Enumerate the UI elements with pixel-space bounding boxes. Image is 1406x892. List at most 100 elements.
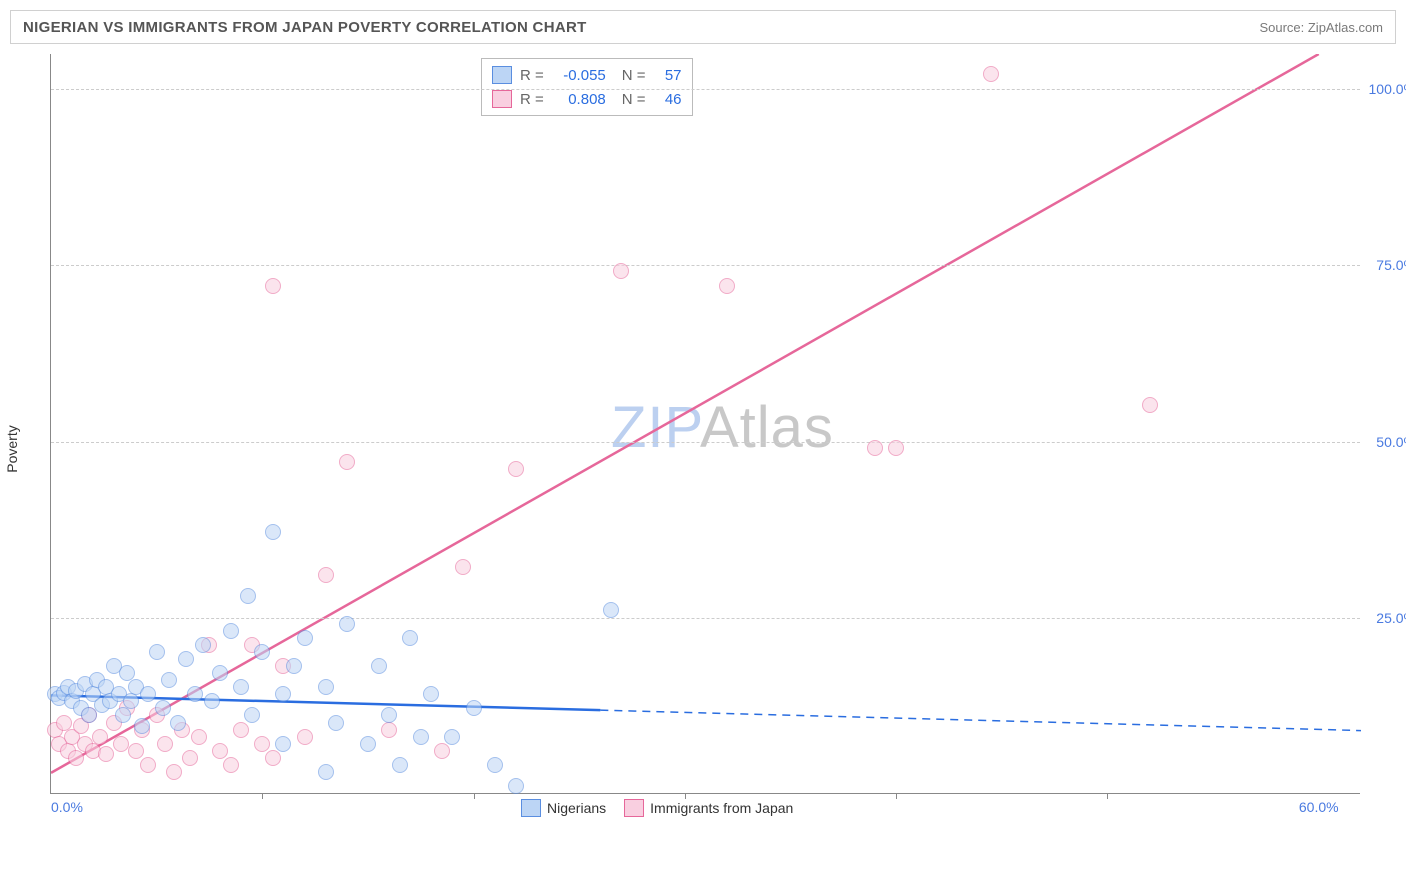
nigerians-point [275,686,291,702]
nigerians-point [318,679,334,695]
japan-point [182,750,198,766]
nigerians-point [328,715,344,731]
nigerians-point [187,686,203,702]
japan-point [434,743,450,759]
nigerians-point [233,679,249,695]
japan-point [888,440,904,456]
x-tick-label: 0.0% [51,799,83,815]
nigerians-point [423,686,439,702]
nigerians-point [466,700,482,716]
nigerians-point [212,665,228,681]
nigerians-point [413,729,429,745]
correlation-chart: Poverty ZIPAtlas R =-0.055N =57R = 0.808… [50,54,1396,844]
legend-N-value: 57 [654,67,682,84]
nigerians-point [240,588,256,604]
header-bar: NIGERIAN VS IMMIGRANTS FROM JAPAN POVERT… [10,10,1396,44]
nigerians-point [115,707,131,723]
legend-correlation-row: R = 0.808 N = 46 [492,87,682,111]
x-tick-mark [262,793,263,799]
nigerians-point [178,651,194,667]
y-axis-label: Poverty [4,425,20,472]
nigerians-point [297,630,313,646]
y-tick-label: 50.0% [1376,434,1406,450]
legend-swatch [492,66,512,84]
nigerians-point [286,658,302,674]
japan-point [140,757,156,773]
watermark-part2: Atlas [700,395,834,460]
nigerians-point [318,764,334,780]
nigerians-point [275,736,291,752]
japan-point [265,750,281,766]
legend-N-label: N = [622,91,646,108]
watermark-logo: ZIPAtlas [611,394,834,461]
legend-R-value: 0.808 [552,91,606,108]
gridline-h [51,618,1360,619]
x-tick-label: 60.0% [1299,799,1339,815]
nigerians-point [170,715,186,731]
nigerians-point [195,637,211,653]
nigerians-point [371,658,387,674]
japan-point [92,729,108,745]
nigerians-point [155,700,171,716]
nigerians-point [161,672,177,688]
nigerians-point [204,693,220,709]
japan-point [223,757,239,773]
japan-point [157,736,173,752]
gridline-h [51,89,1360,90]
japan-point [113,736,129,752]
nigerians-point [244,707,260,723]
legend-R-label: R = [520,91,544,108]
nigerians-trendline-dashed [600,710,1361,730]
plot-area: ZIPAtlas R =-0.055N =57R = 0.808N =46 Ni… [50,54,1360,794]
nigerians-point [444,729,460,745]
legend-correlation-box: R =-0.055N =57R = 0.808N =46 [481,58,693,116]
legend-N-label: N = [622,67,646,84]
legend-series-item: Nigerians [521,799,606,817]
japan-point [233,722,249,738]
legend-swatch [521,799,541,817]
nigerians-point [392,757,408,773]
japan-point [318,567,334,583]
watermark-part1: ZIP [611,395,700,460]
nigerians-point [603,602,619,618]
japan-point [1142,397,1158,413]
nigerians-point [360,736,376,752]
nigerians-point [254,644,270,660]
x-tick-mark [685,793,686,799]
japan-point [68,750,84,766]
chart-title: NIGERIAN VS IMMIGRANTS FROM JAPAN POVERT… [23,19,587,36]
legend-series-item: Immigrants from Japan [624,799,793,817]
japan-point [719,278,735,294]
japan-point [508,461,524,477]
legend-swatch [492,90,512,108]
japan-point [265,278,281,294]
nigerians-point [149,644,165,660]
japan-point [166,764,182,780]
nigerians-point [487,757,503,773]
gridline-h [51,442,1360,443]
nigerians-point [402,630,418,646]
japan-point [455,559,471,575]
japan-point [128,743,144,759]
y-tick-label: 100.0% [1369,81,1406,97]
japan-point [613,263,629,279]
nigerians-point [134,718,150,734]
legend-series: Nigerians Immigrants from Japan [521,799,793,817]
japan-trendline-solid [51,54,1319,773]
japan-point [381,722,397,738]
legend-correlation-row: R =-0.055N =57 [492,63,682,87]
japan-point [339,454,355,470]
japan-point [98,746,114,762]
japan-point [212,743,228,759]
legend-N-value: 46 [654,91,682,108]
gridline-h [51,265,1360,266]
japan-point [254,736,270,752]
source-attribution: Source: ZipAtlas.com [1259,20,1383,35]
nigerians-point [223,623,239,639]
japan-point [297,729,313,745]
nigerians-point [123,693,139,709]
legend-R-label: R = [520,67,544,84]
x-tick-mark [1107,793,1108,799]
legend-swatch [624,799,644,817]
nigerians-point [508,778,524,794]
